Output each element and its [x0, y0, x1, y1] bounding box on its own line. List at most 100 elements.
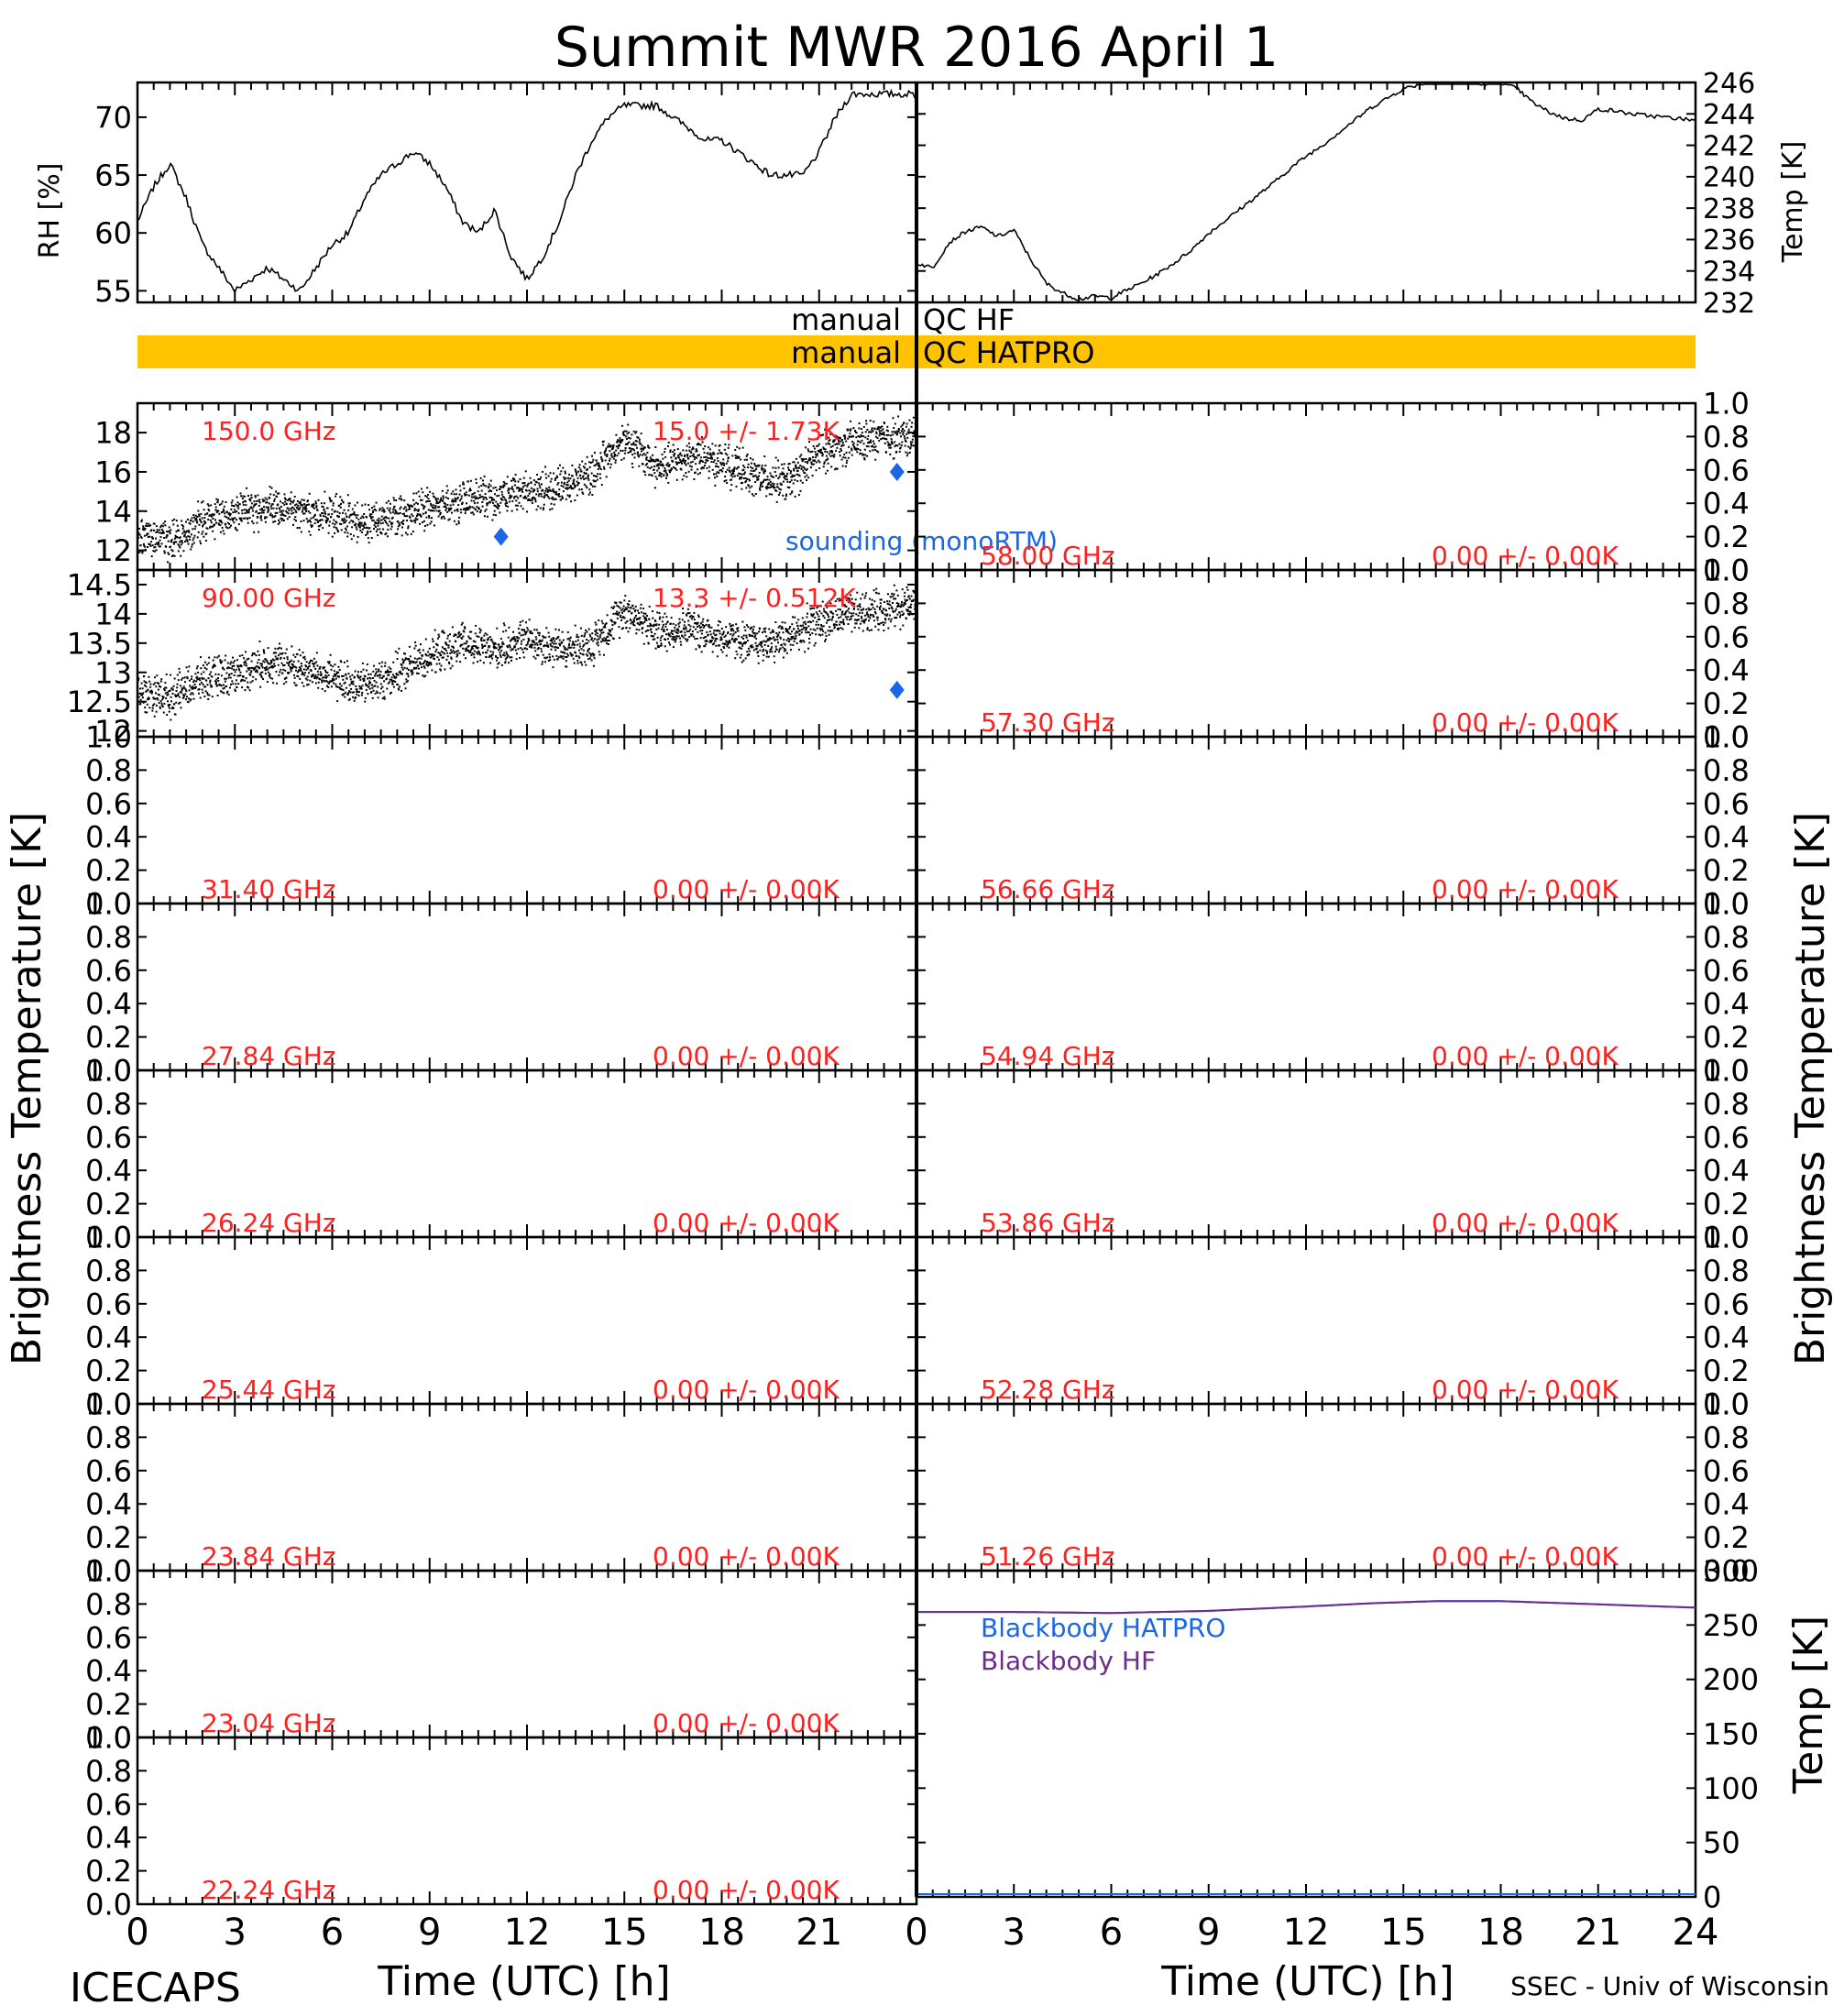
tb-90-point: [478, 628, 481, 630]
tb-90-point: [311, 674, 313, 677]
tb-90-point: [598, 619, 600, 621]
tb-150-point: [385, 532, 388, 534]
tb-90-point: [142, 692, 145, 695]
tb-150-point: [840, 445, 843, 447]
tb-150-point: [653, 466, 655, 467]
tb-150-point: [398, 522, 401, 524]
tb-90-point: [313, 662, 316, 664]
tb-90-point: [519, 657, 521, 659]
tb-150-point: [840, 458, 843, 461]
tb-150-point: [638, 441, 641, 444]
tb-90-point: [208, 694, 211, 696]
tb-150-point: [308, 503, 310, 506]
tb-90-point: [653, 623, 655, 626]
tb-150-point: [416, 515, 418, 517]
tb-150-point: [445, 485, 448, 488]
tb-90-point: [652, 610, 653, 612]
tb-150-point: [375, 509, 378, 512]
tb-150-point: [144, 545, 147, 548]
tb-150-point: [549, 480, 552, 483]
tb-150-point: [468, 488, 471, 490]
tb-150-point: [884, 433, 886, 436]
tb-90-point: [373, 679, 376, 682]
tb-90-point: [691, 630, 694, 632]
tb-150-point: [755, 468, 758, 470]
tb-150-point: [237, 512, 240, 515]
tb-150-ytick-label: 16: [94, 455, 132, 489]
tb-150-point: [804, 476, 807, 478]
tb-90-point: [655, 641, 658, 644]
tb-150-point: [623, 452, 626, 455]
tb-90-point: [265, 665, 268, 668]
tb-90-point: [176, 686, 179, 689]
tb-90-point: [461, 621, 464, 624]
tb-90-point: [236, 659, 238, 662]
tb-150-point: [445, 496, 447, 499]
tb-90-point: [659, 639, 662, 641]
tb-90-point: [621, 608, 624, 610]
tb-90-point: [291, 663, 294, 666]
tb-150-point: [155, 549, 158, 552]
tb-150-point: [672, 444, 675, 446]
tb-90-point: [667, 638, 669, 641]
tb-150-point: [361, 528, 364, 531]
tb-150-point: [432, 504, 434, 507]
tb-90-point: [211, 675, 214, 678]
tb-150-point: [549, 472, 552, 475]
tb-90-point: [461, 643, 464, 646]
tb-150-point: [426, 500, 429, 502]
tb-150-point: [300, 520, 302, 522]
tb-90-point: [576, 659, 579, 662]
tb-150-point: [430, 502, 433, 505]
tb-150-point: [662, 463, 664, 466]
tb-90-point: [628, 600, 631, 603]
tb-150-point: [510, 488, 512, 490]
air-temp-ytick-label: 242: [1703, 130, 1755, 162]
tb-150-point: [771, 493, 774, 496]
tb-150-point: [194, 525, 197, 528]
tb-150-point: [491, 498, 494, 500]
tb-150-point: [877, 428, 880, 431]
tb-150-point: [422, 504, 424, 507]
tb-90-point: [459, 661, 462, 663]
tb-90-point: [402, 659, 405, 662]
tb-150-point: [746, 454, 749, 455]
tb-150-point: [504, 502, 507, 505]
tb-150-point: [233, 509, 236, 511]
tb-90-point: [586, 639, 588, 641]
tb-90-point: [457, 632, 460, 635]
tb-150-point: [401, 521, 402, 524]
tb-90-point: [309, 661, 311, 663]
tb-90-point: [577, 655, 580, 658]
tb-150-point: [514, 504, 517, 507]
tb-150-point: [414, 519, 417, 521]
tb-150-point: [598, 465, 601, 467]
tb-90-point: [484, 644, 487, 647]
tb-90-point: [565, 665, 568, 668]
tb-90-point: [438, 652, 441, 654]
tb-150-point: [364, 523, 367, 526]
tb-150-point: [632, 442, 635, 444]
tb-90-point: [286, 656, 289, 659]
tb-90-point: [281, 652, 284, 654]
tb-90-point: [584, 661, 587, 663]
tb-150-point: [347, 502, 350, 505]
tb-150-point: [539, 478, 542, 480]
tb-150-point: [744, 471, 746, 474]
tb-150-point: [708, 477, 710, 479]
tb-150-point: [503, 485, 506, 488]
tb-90-point: [365, 688, 368, 691]
tb-150-point: [432, 492, 434, 495]
tb-90-point: [665, 633, 667, 636]
tb-150-point: [861, 432, 863, 434]
tb-90-point: [206, 692, 209, 695]
tb-150-point: [613, 451, 616, 454]
tb-90-point: [516, 636, 519, 638]
tb-150-point: [162, 522, 165, 525]
tb-150-point: [824, 428, 826, 431]
tb-90-point: [450, 656, 453, 659]
tb-150-point: [560, 470, 563, 473]
tb-150-point: [697, 468, 698, 471]
tb-90-point: [262, 660, 265, 663]
tb-150-point: [617, 439, 620, 442]
